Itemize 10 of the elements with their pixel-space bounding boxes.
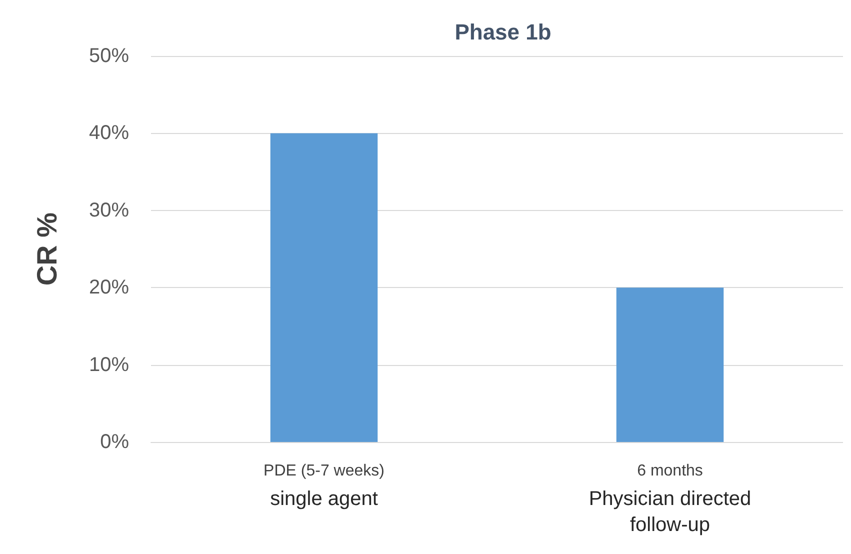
y-tick-label: 0% <box>100 431 130 453</box>
y-tick-label: 40% <box>88 122 130 144</box>
y-tick-label: 10% <box>88 354 130 376</box>
y-tick-label: 20% <box>88 276 130 299</box>
y-axis-title: CR % <box>32 212 62 286</box>
y-tick-label: 50% <box>88 45 130 67</box>
y-tick-label: 30% <box>88 199 130 222</box>
x-tick-label: PDE (5-7 weeks) single agent <box>264 462 384 510</box>
x-tick-label: 6 months Physician directed follow-up <box>588 462 752 536</box>
chart-title: Phase 1b <box>454 20 552 44</box>
